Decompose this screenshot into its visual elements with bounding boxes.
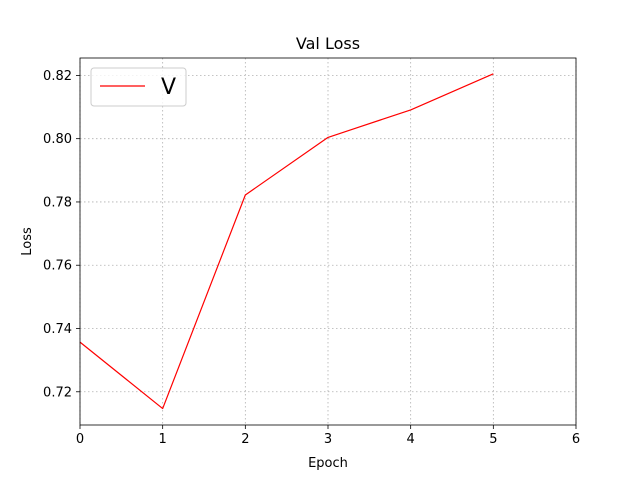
x-tick-label: 5 bbox=[489, 432, 497, 447]
x-axis-ticks: 0 1 2 3 4 5 6 bbox=[76, 425, 580, 447]
legend-box bbox=[90, 67, 187, 107]
y-tick-label: 0.78 bbox=[43, 195, 72, 210]
x-tick-label: 2 bbox=[241, 432, 249, 447]
legend: V bbox=[90, 67, 187, 107]
x-tick-label: 0 bbox=[76, 432, 84, 447]
x-tick-label: 4 bbox=[407, 432, 415, 447]
y-axis-label: Loss bbox=[20, 227, 35, 256]
y-tick-label: 0.82 bbox=[43, 69, 72, 84]
y-tick-label: 0.72 bbox=[43, 385, 72, 400]
y-tick-label: 0.80 bbox=[43, 132, 72, 147]
y-axis-ticks: 0.72 0.74 0.76 0.78 0.80 0.82 bbox=[43, 69, 80, 400]
x-tick-label: 6 bbox=[572, 432, 580, 447]
y-tick-label: 0.76 bbox=[43, 259, 72, 274]
series-line-v bbox=[79, 73, 494, 410]
x-tick-label: 3 bbox=[324, 432, 332, 447]
legend-label: V bbox=[161, 75, 176, 100]
x-axis-label: Epoch bbox=[308, 456, 348, 471]
y-tick-label: 0.74 bbox=[43, 322, 72, 337]
chart-title: Val Loss bbox=[296, 34, 360, 53]
x-tick-label: 1 bbox=[159, 432, 167, 447]
series-layer bbox=[79, 73, 494, 410]
